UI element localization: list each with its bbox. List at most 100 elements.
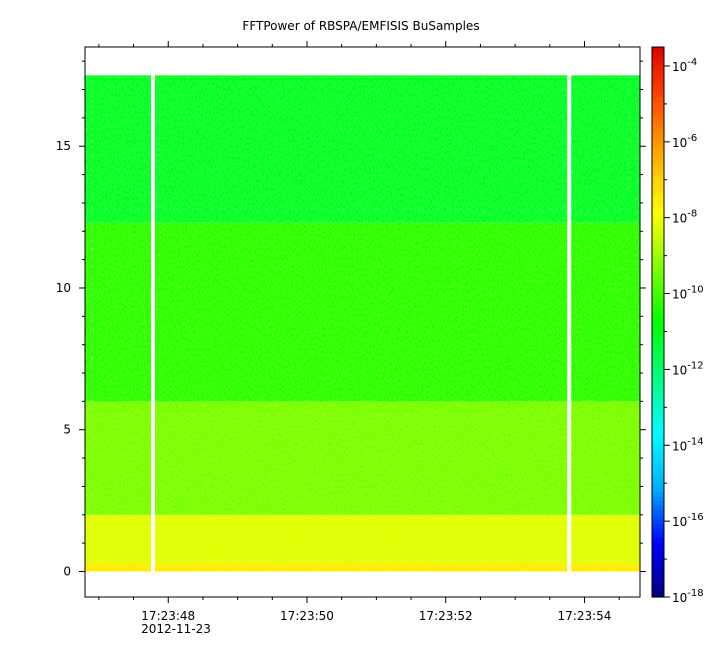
colorbar-segment xyxy=(652,289,664,296)
colorbar-segment xyxy=(652,92,664,99)
colorbar-segment xyxy=(652,56,664,62)
y-tick-label: 5 xyxy=(63,423,71,437)
colorbar-segment xyxy=(652,202,664,209)
colorbar-segment xyxy=(652,487,664,493)
colorbar-segment xyxy=(652,473,664,479)
colorbar-segment xyxy=(652,212,664,218)
colorbar-segment xyxy=(652,312,664,319)
data-gap xyxy=(567,75,572,572)
colorbar-segment xyxy=(652,166,664,172)
colorbar-segment xyxy=(652,519,664,525)
colorbar-segment xyxy=(652,157,664,163)
colorbar-segment xyxy=(652,354,664,360)
colorbar-segment xyxy=(652,230,664,236)
colorbar-segment xyxy=(652,427,664,433)
colorbar-segment xyxy=(652,102,664,108)
colorbar-segment xyxy=(652,574,664,580)
colorbar-segment xyxy=(652,317,664,323)
colorbar-segment xyxy=(652,395,664,401)
y-tick-label: 10 xyxy=(56,281,71,295)
colorbar-segment xyxy=(652,111,664,117)
colorbar-segment xyxy=(652,592,664,598)
colorbar-tick-label: 10-16 xyxy=(672,512,704,529)
x-tick-label: 17:23:54 xyxy=(558,609,612,623)
colorbar-segment xyxy=(652,88,664,94)
colorbar-segment xyxy=(652,358,664,364)
colorbar-segment xyxy=(652,523,664,529)
colorbar-segment xyxy=(652,294,664,300)
colorbar-tick-label: 10-14 xyxy=(672,436,704,453)
colorbar-tick-label: 10-6 xyxy=(672,133,697,150)
colorbar-segment xyxy=(652,491,664,497)
colorbar-segment xyxy=(652,459,664,465)
colorbar-segment xyxy=(652,450,664,456)
colorbar-segment xyxy=(652,97,664,103)
colorbar-segment xyxy=(652,184,664,190)
colorbar-segment xyxy=(652,496,664,502)
colorbar-tick-label: 10-18 xyxy=(672,588,704,605)
colorbar-segment xyxy=(652,193,664,199)
colorbar-tick-label: 10-4 xyxy=(672,57,697,74)
colorbar-segment xyxy=(652,441,664,447)
colorbar-segment xyxy=(652,409,664,415)
colorbar-segment xyxy=(652,331,664,337)
colorbar-segment xyxy=(652,335,664,341)
colorbar-segment xyxy=(652,299,664,305)
colorbar-segment xyxy=(652,303,664,309)
colorbar-segment xyxy=(652,505,664,511)
colorbar-segment xyxy=(652,51,664,57)
colorbar-segment xyxy=(652,528,664,534)
colorbar-segment xyxy=(652,124,664,131)
colorbar-segment xyxy=(652,262,664,268)
colorbar-segment xyxy=(652,551,664,557)
colorbar-segment xyxy=(652,280,664,286)
x-tick-label: 17:23:52 xyxy=(419,609,473,623)
colorbar-segment xyxy=(652,65,664,71)
colorbar-segment xyxy=(652,413,664,419)
colorbar-tick-label: 10-12 xyxy=(672,360,704,377)
colorbar-segment xyxy=(652,60,664,66)
colorbar-segment xyxy=(652,367,664,374)
colorbar-segment xyxy=(652,322,664,328)
colorbar-segment xyxy=(652,583,664,589)
colorbar: 10-18 10-16 10-14 10-12 10-10 10-8 10-6 10-4 xyxy=(651,46,704,605)
colorbar-segment xyxy=(652,74,664,80)
y-tick-label: 0 xyxy=(63,564,71,578)
colorbar-segment xyxy=(652,514,664,520)
colorbar-segment xyxy=(652,482,664,488)
colorbar-tick-label: 10-10 xyxy=(672,285,704,302)
colorbar-segment xyxy=(652,569,664,575)
colorbar-segment xyxy=(652,115,664,121)
colorbar-segment xyxy=(652,120,664,126)
y-tick-label: 15 xyxy=(56,139,71,153)
colorbar-segment xyxy=(652,129,664,135)
power-texture xyxy=(85,75,640,572)
colorbar-segment xyxy=(652,106,664,112)
colorbar-segment xyxy=(652,532,664,539)
x-date-label: 2012-11-23 xyxy=(141,622,211,636)
colorbar-segment xyxy=(652,271,664,277)
colorbar-segment xyxy=(652,244,664,250)
colorbar-segment xyxy=(652,509,664,516)
colorbar-segment xyxy=(652,546,664,552)
chart-title: FFTPower of RBSPA/EMFISIS BuSamples xyxy=(242,19,479,33)
colorbar-segment xyxy=(652,207,664,213)
colorbar-segment xyxy=(652,198,664,204)
plot-frame xyxy=(84,46,641,598)
colorbar-segment xyxy=(652,83,664,89)
colorbar-tick-label: 10-8 xyxy=(672,209,697,226)
colorbar-segment xyxy=(652,542,664,548)
colorbar-segment xyxy=(652,363,664,369)
colorbar-segment xyxy=(652,79,664,85)
colorbar-segment xyxy=(652,234,664,241)
colorbar-segment xyxy=(652,468,664,474)
colorbar-segment xyxy=(652,138,664,144)
colorbar-segment xyxy=(652,587,664,594)
colorbar-segment xyxy=(652,386,664,392)
colorbar-segment xyxy=(652,143,664,149)
colorbar-segment xyxy=(652,170,664,176)
colorbar-segment xyxy=(652,500,664,506)
colorbar-segment xyxy=(652,69,664,76)
colorbar-segment xyxy=(652,349,664,355)
